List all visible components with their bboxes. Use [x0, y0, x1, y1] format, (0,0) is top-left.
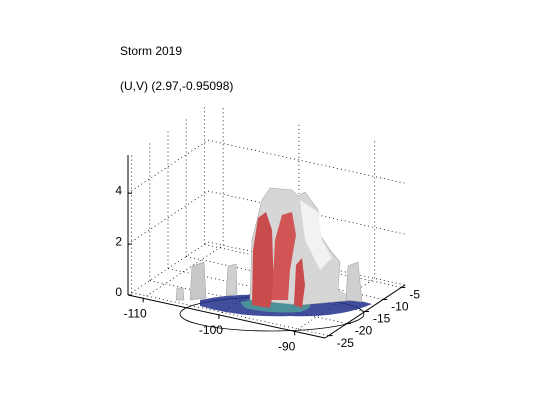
gray-highlight	[300, 200, 332, 270]
isosurfaces	[175, 187, 372, 332]
gray-pillar	[189, 261, 207, 301]
gray-pillar	[225, 263, 238, 297]
red-column	[252, 212, 274, 308]
y-tick-label: -15	[373, 312, 391, 326]
axes: -110 -100 -90 -5-10-15-20-25 0 2 4	[115, 155, 420, 354]
x-axis	[127, 294, 326, 339]
grid-line	[131, 292, 329, 336]
gray-pillar	[175, 287, 185, 301]
z-tick-label: 2	[115, 234, 122, 248]
z-tick-label: 0	[115, 285, 122, 299]
red-column	[272, 212, 296, 300]
x-tick-label: -90	[278, 340, 296, 354]
y-tick-label: -10	[391, 300, 409, 314]
z-tick-label: 4	[115, 183, 122, 197]
y-tick-label: -25	[337, 336, 355, 350]
red-column	[294, 258, 305, 308]
y-tick-label: -5	[409, 288, 420, 302]
x-tick-label: -100	[199, 323, 223, 337]
x-tick-label: -110	[124, 306, 147, 320]
gray-pillar	[345, 261, 363, 303]
chart-subtitle: (U,V) (2.97,-0.95098)	[120, 79, 233, 93]
grid-line	[207, 139, 406, 184]
chart-title: Storm 2019	[120, 44, 182, 58]
y-tick-label: -20	[355, 324, 373, 338]
